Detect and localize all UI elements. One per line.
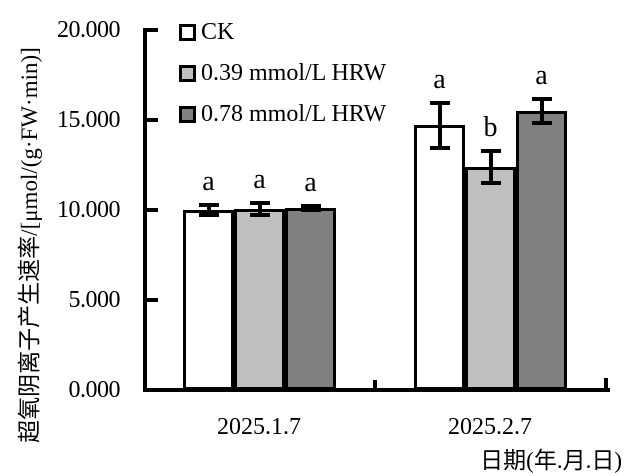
x-axis-end-tick	[604, 378, 608, 390]
y-tick-label: 10.000	[57, 197, 121, 223]
error-bar-cap-bottom	[429, 145, 450, 150]
error-bar-cap-top	[198, 202, 219, 207]
significance-letter: a	[304, 167, 317, 199]
y-tick-mark	[147, 208, 158, 212]
significance-letter: a	[433, 63, 446, 95]
y-tick-mark	[147, 298, 158, 302]
error-bar-cap-top	[249, 200, 270, 205]
legend-swatch-078-hrw	[179, 106, 196, 123]
x-axis-separator-tick	[373, 380, 377, 390]
legend: CK 0.39 mmol/L HRW 0.78 mmol/L HRW	[179, 12, 386, 135]
legend-swatch-039-hrw	[179, 65, 196, 82]
y-tick-mark	[147, 388, 158, 392]
y-tick-mark	[147, 118, 158, 122]
legend-label-039-hrw: 0.39 mmol/L HRW	[201, 60, 387, 86]
y-tick-label: 20.000	[57, 17, 121, 43]
bar-series1-group2	[414, 125, 465, 390]
significance-letter: a	[202, 165, 215, 197]
bar-series3-group2	[516, 111, 567, 390]
error-bar-cap-bottom	[198, 213, 219, 218]
x-category-label-2: 2025.2.7	[448, 414, 532, 440]
error-bar-line	[488, 150, 493, 183]
bar-series3-group1	[285, 208, 336, 390]
significance-letter: a	[535, 60, 548, 92]
bar-series2-group1	[234, 209, 285, 390]
error-bar-cap-top	[531, 97, 552, 102]
error-bar-cap-top	[300, 204, 321, 209]
error-bar-line	[257, 202, 262, 216]
error-bar-cap-bottom	[531, 120, 552, 125]
y-tick-label: 15.000	[57, 107, 121, 133]
legend-item-078-hrw: 0.78 mmol/L HRW	[179, 94, 386, 135]
y-tick-label: 0.000	[68, 377, 121, 403]
legend-swatch-ck	[179, 24, 196, 41]
significance-letter: a	[253, 163, 266, 195]
y-axis-line	[143, 28, 147, 392]
error-bar-line	[437, 102, 442, 148]
bar-series2-group2	[465, 166, 516, 390]
error-bar-cap-bottom	[300, 208, 321, 212]
y-tick-label: 5.000	[68, 287, 121, 313]
error-bar-cap-bottom	[480, 181, 501, 185]
legend-item-ck: CK	[179, 12, 386, 53]
error-bar-cap-top	[429, 100, 450, 105]
legend-item-039-hrw: 0.39 mmol/L HRW	[179, 53, 386, 94]
bar-series1-group1	[183, 210, 234, 390]
error-bar-line	[539, 99, 544, 123]
error-bar-cap-top	[480, 148, 501, 153]
y-tick-mark	[147, 28, 158, 32]
x-axis-line	[143, 388, 610, 392]
x-axis-title: 日期(年.月.日)	[480, 448, 622, 473]
significance-letter: b	[483, 111, 498, 143]
legend-label-ck: CK	[201, 19, 235, 45]
legend-label-078-hrw: 0.78 mmol/L HRW	[201, 101, 387, 127]
x-category-label-1: 2025.1.7	[217, 414, 301, 440]
error-bar-cap-bottom	[249, 213, 270, 218]
error-bar-line	[206, 204, 211, 216]
